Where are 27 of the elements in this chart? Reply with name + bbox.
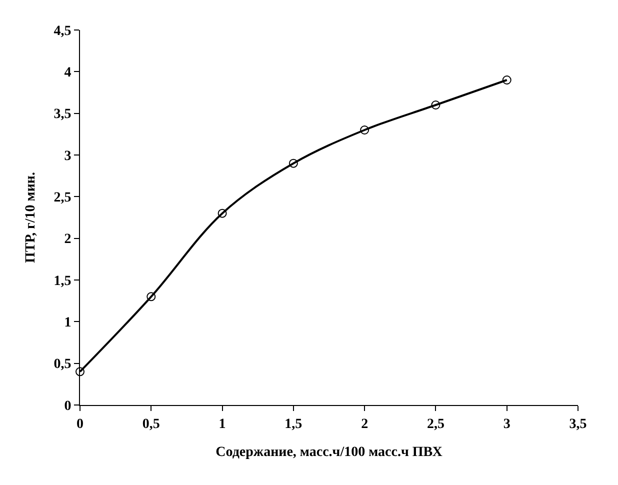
x-tick-label: 2,5 (426, 416, 444, 432)
x-tick-label: 0 (76, 416, 84, 432)
y-tick-label: 2 (64, 232, 72, 248)
y-tick-label: 4,5 (54, 24, 72, 39)
y-tick-label: 3 (64, 148, 72, 164)
x-tick-label: 0,5 (142, 416, 160, 432)
x-tick-label: 2 (361, 416, 368, 432)
point (502, 76, 512, 84)
y-tick-label: 0 (64, 398, 72, 414)
x-axis-title: Содержание, масс.ч/100 масс.ч ПВХ (216, 445, 442, 460)
y-tick-label: 1 (64, 316, 72, 331)
point (431, 100, 440, 110)
point (146, 292, 156, 302)
y-tick-label: 1,5 (54, 274, 72, 289)
y-tick-label: 0,5 (54, 357, 72, 372)
point (76, 367, 84, 376)
x-tick-label: 1,5 (284, 416, 302, 432)
y-tick-label: 2,5 (54, 190, 72, 206)
x-tick-label: 3 (503, 416, 510, 432)
point (218, 208, 227, 218)
point (360, 126, 370, 134)
x-tick-label: 1 (218, 416, 226, 432)
x-tick-label: 3,5 (569, 416, 587, 432)
y-axis-title: ПТР, г/10 мин. (23, 172, 38, 263)
y-tick-label: 3,5 (54, 107, 72, 122)
y-tick-label: 4 (64, 66, 72, 81)
point (288, 158, 298, 168)
